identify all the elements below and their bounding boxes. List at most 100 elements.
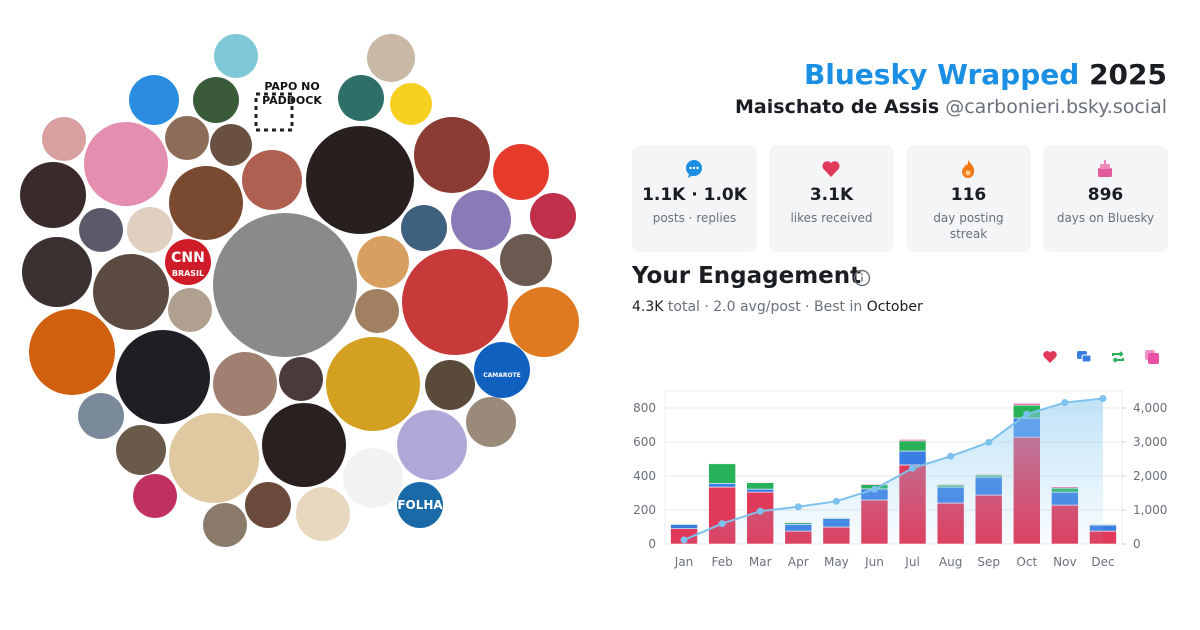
avatar[interactable] — [493, 144, 549, 200]
avatar-text: CNN — [171, 250, 205, 266]
y-tick-label: 400 — [633, 469, 656, 483]
y-tick-label: 200 — [633, 503, 656, 517]
avatar[interactable] — [210, 124, 252, 166]
point — [756, 507, 764, 515]
x-tick-label: Dec — [1091, 555, 1114, 569]
summary-best: October — [866, 299, 923, 315]
bar-segment — [746, 481, 775, 483]
icon — [686, 160, 702, 178]
x-tick-label: Apr — [788, 555, 809, 569]
avatar[interactable] — [296, 487, 350, 541]
avatar[interactable] — [279, 357, 323, 401]
summary-total: 4.3K — [632, 299, 664, 315]
user-line: Maischato de Assis @carbonieri.bsky.soci… — [735, 96, 1167, 118]
avatar[interactable] — [262, 403, 346, 487]
avatar[interactable] — [500, 234, 552, 286]
user-handle: @carbonieri.bsky.social — [945, 96, 1167, 118]
y2-tick-label: 3,000 — [1133, 435, 1167, 449]
avatar[interactable] — [169, 413, 259, 503]
avatar[interactable] — [414, 117, 490, 193]
avatar[interactable] — [425, 360, 475, 410]
avatar[interactable] — [78, 393, 124, 439]
point — [832, 497, 840, 505]
y-tick-label: 0 — [648, 537, 656, 551]
avatar[interactable] — [93, 254, 169, 330]
bar-segment — [898, 439, 927, 442]
y-tick-label: 800 — [633, 401, 656, 415]
avatar[interactable] — [133, 474, 177, 518]
legend-icon[interactable] — [1077, 351, 1092, 363]
x-tick-label: Feb — [712, 555, 733, 569]
icon — [1098, 160, 1112, 177]
legend-icon[interactable] — [1145, 350, 1159, 364]
bar-segment — [708, 462, 736, 465]
avatar[interactable] — [168, 288, 212, 332]
avatar[interactable] — [402, 249, 508, 355]
stat-value: 116 — [950, 185, 987, 205]
avatar[interactable] — [20, 162, 86, 228]
legend-icon[interactable] — [1112, 351, 1124, 363]
avatar[interactable] — [213, 213, 357, 357]
stat-card: 896 days on Bluesky — [1043, 145, 1168, 252]
x-tick-label: Nov — [1053, 555, 1076, 569]
stat-card: 116 day posting streak — [906, 145, 1031, 252]
avatar[interactable] — [29, 309, 115, 395]
avatar[interactable] — [343, 448, 403, 508]
x-tick-label: Jun — [864, 555, 884, 569]
avatar[interactable] — [165, 116, 209, 160]
avatar[interactable] — [397, 410, 467, 480]
point — [718, 520, 726, 528]
avatar[interactable] — [42, 117, 86, 161]
avatar[interactable] — [116, 330, 210, 424]
avatar[interactable] — [397, 482, 443, 528]
stat-card: 3.1K likes received — [769, 145, 894, 252]
avatar[interactable] — [466, 397, 516, 447]
y2-tick-label: 0 — [1133, 537, 1141, 551]
point — [1061, 399, 1069, 407]
avatar[interactable] — [338, 75, 384, 121]
avatar[interactable] — [242, 150, 302, 210]
avatar[interactable] — [84, 122, 168, 206]
avatar[interactable] — [22, 237, 92, 307]
avatar[interactable] — [213, 352, 277, 416]
y-tick-label: 600 — [633, 435, 656, 449]
stat-label: posts · replies — [652, 211, 737, 225]
point — [985, 438, 993, 446]
avatar-text: PAPO NO — [264, 80, 319, 93]
legend-icon[interactable] — [1043, 351, 1057, 363]
bar-segment — [746, 488, 775, 493]
avatar[interactable] — [79, 208, 123, 252]
avatar-text: FOLHA — [397, 498, 443, 512]
avatar[interactable] — [127, 207, 173, 253]
info-icon[interactable] — [852, 268, 872, 288]
point — [1023, 410, 1031, 418]
avatar[interactable] — [203, 503, 247, 547]
avatar[interactable] — [165, 239, 211, 285]
avatar[interactable] — [306, 126, 414, 234]
y2-tick-label: 2,000 — [1133, 469, 1167, 483]
avatar[interactable] — [509, 287, 579, 357]
x-tick-label: Aug — [939, 555, 962, 569]
avatar[interactable] — [451, 190, 511, 250]
avatar[interactable] — [367, 34, 415, 82]
avatar[interactable] — [116, 425, 166, 475]
summary-text: total · 2.0 avg/post · Best in — [663, 299, 867, 315]
avatar[interactable] — [326, 337, 420, 431]
avatar[interactable] — [193, 77, 239, 123]
bar-segment — [670, 524, 698, 529]
avatar[interactable] — [214, 34, 258, 78]
point — [794, 503, 802, 511]
avatar[interactable] — [357, 236, 409, 288]
avatar[interactable] — [390, 83, 432, 125]
avatar[interactable] — [355, 289, 399, 333]
year: 2025 — [1089, 58, 1167, 91]
avatar[interactable] — [129, 75, 179, 125]
avatar[interactable] — [169, 166, 243, 240]
avatar[interactable] — [530, 193, 576, 239]
avatar[interactable] — [401, 205, 447, 251]
avatar[interactable] — [474, 342, 530, 398]
avatar[interactable] — [245, 482, 291, 528]
x-tick-label: Oct — [1016, 555, 1037, 569]
point — [947, 452, 955, 460]
